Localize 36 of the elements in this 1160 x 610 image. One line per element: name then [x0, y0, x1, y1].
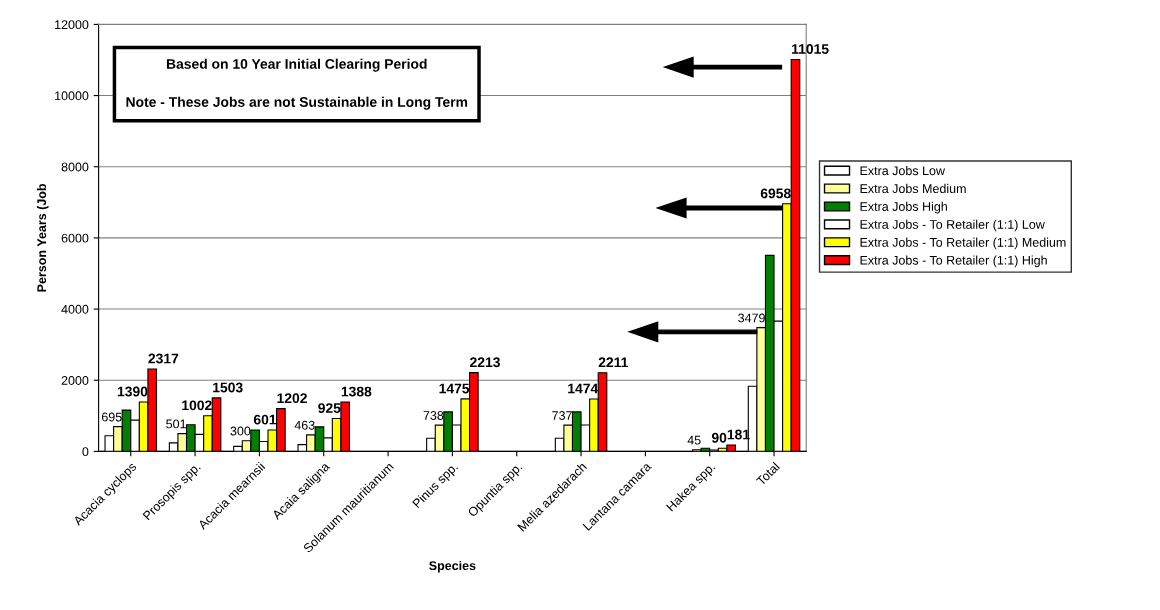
- text: Based on 10 Year Initial Clearing Period Note - These Jobs are not Sustainable in Long Term: [126, 58, 468, 110]
- y-axis-title: Person Years (Job: [36, 183, 49, 292]
- data-label: 90: [711, 432, 727, 443]
- y-tick-label: 4000: [61, 304, 89, 314]
- data-label: 300: [230, 426, 251, 436]
- data-label: 1503: [213, 382, 243, 393]
- data-label: 2211: [598, 357, 628, 368]
- data-label: 601: [253, 414, 277, 425]
- data-label: 1202: [277, 393, 307, 404]
- legend-label: Extra Jobs - To Retailer (1:1) Medium: [860, 237, 1066, 250]
- data-label: 6958: [760, 188, 791, 199]
- legend-label: Extra Jobs High: [860, 201, 947, 214]
- y-tick-label: 8000: [61, 162, 89, 172]
- data-label: 1475: [439, 383, 470, 394]
- data-label: 737: [552, 411, 572, 420]
- y-tick-label: 6000: [61, 233, 89, 243]
- x-axis-title: Species: [429, 560, 476, 573]
- data-label: 1388: [341, 386, 372, 397]
- data-label: 501: [166, 419, 186, 429]
- data-label: 45: [687, 435, 701, 445]
- data-label: 1474: [568, 383, 599, 394]
- data-label: 3479: [738, 313, 765, 323]
- y-tick-label: 2000: [61, 376, 89, 385]
- data-label: 11015: [792, 44, 829, 54]
- data-label: 695: [101, 412, 122, 422]
- y-tick-label: 0: [82, 447, 89, 457]
- data-label: 2213: [470, 357, 500, 368]
- legend-label: Extra Jobs - To Retailer (1:1) Low: [860, 219, 1045, 232]
- data-label: 1002: [182, 400, 212, 411]
- y-tick-label: 10000: [55, 91, 89, 101]
- legend-label: Extra Jobs Medium: [860, 183, 966, 194]
- legend-label: Extra Jobs - To Retailer (1:1) High: [860, 255, 1047, 268]
- data-label: 2317: [148, 353, 179, 364]
- y-tick-label: 12000: [55, 20, 89, 30]
- data-label: 463: [294, 420, 315, 430]
- legend-label: Extra Jobs Low: [860, 165, 946, 176]
